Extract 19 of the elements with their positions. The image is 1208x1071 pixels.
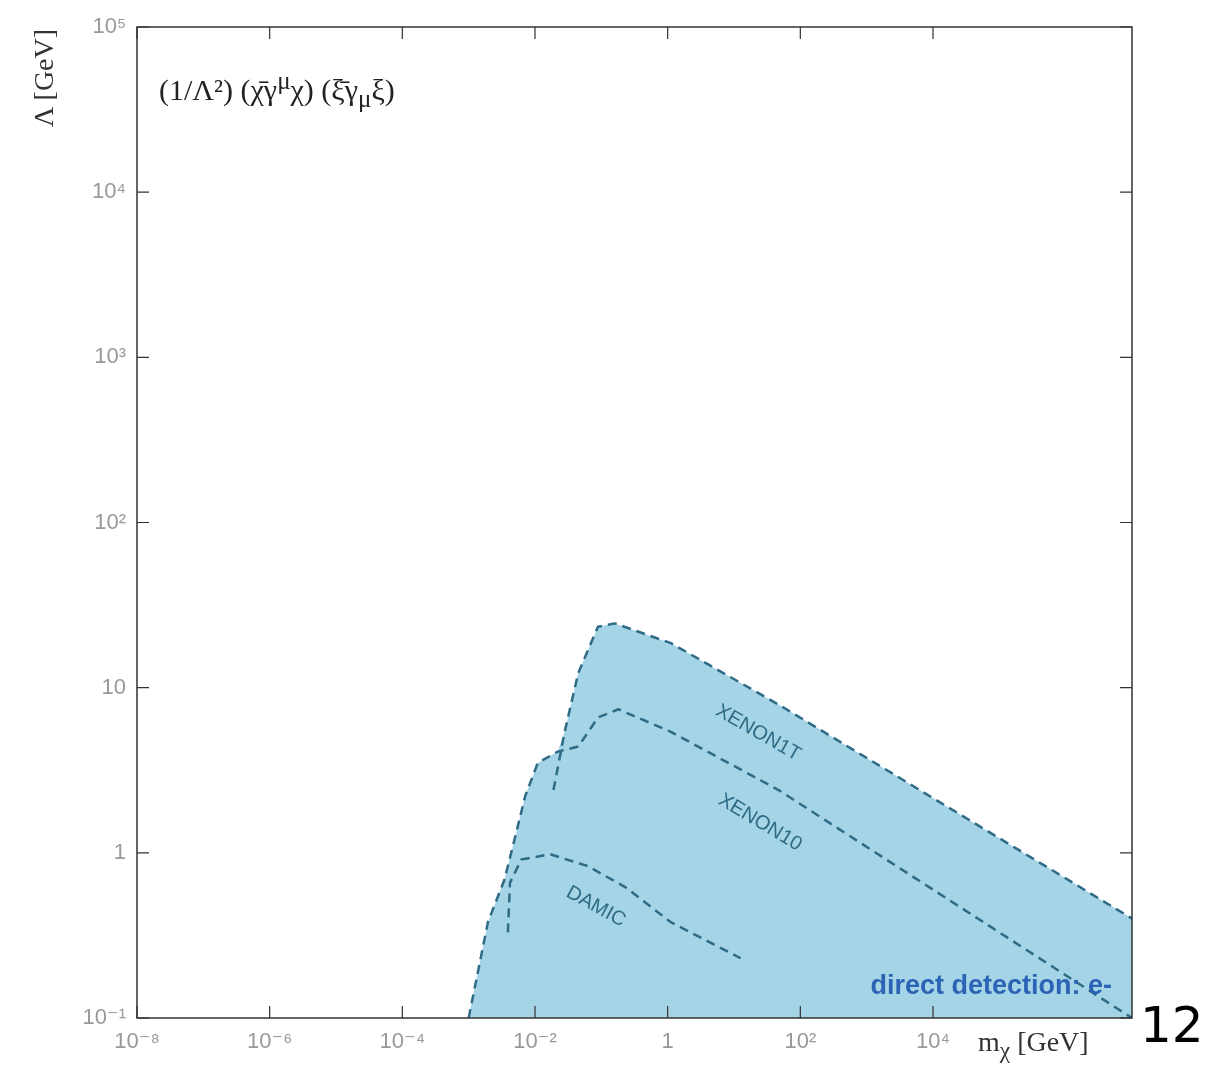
x-tick-label: 10² — [784, 1028, 817, 1054]
x-tick-label: 10⁻⁸ — [114, 1028, 160, 1054]
x-tick-label: 10⁻⁴ — [379, 1028, 426, 1054]
text: 12 — [1140, 996, 1204, 1054]
y-tick-label: 10² — [94, 508, 126, 534]
annotation: (1/Λ²) (χ̄γ$^{μ}$χ) (ξ̄γ$_{μ}$ξ) — [159, 67, 395, 113]
y-axis-title: Λ [GeV] — [28, 28, 60, 127]
y-tick-label: 10 — [101, 673, 126, 699]
annotation: direct detection: e- — [869, 970, 1112, 1001]
y-tick-label: 10³ — [94, 343, 126, 369]
y-tick-label: 10⁵ — [92, 13, 126, 39]
y-tick-label: 1 — [113, 838, 126, 864]
x-tick-label: 10⁴ — [916, 1028, 950, 1054]
x-axis-title: m$_{χ}$ [GeV] — [978, 1026, 1089, 1064]
y-tick-label: 10⁴ — [92, 178, 126, 204]
y-tick-label: 10⁻¹ — [82, 1004, 126, 1030]
x-tick-label: 10⁻² — [513, 1028, 557, 1054]
x-tick-label: 10⁻⁶ — [247, 1028, 293, 1054]
x-tick-label: 1 — [661, 1028, 674, 1054]
